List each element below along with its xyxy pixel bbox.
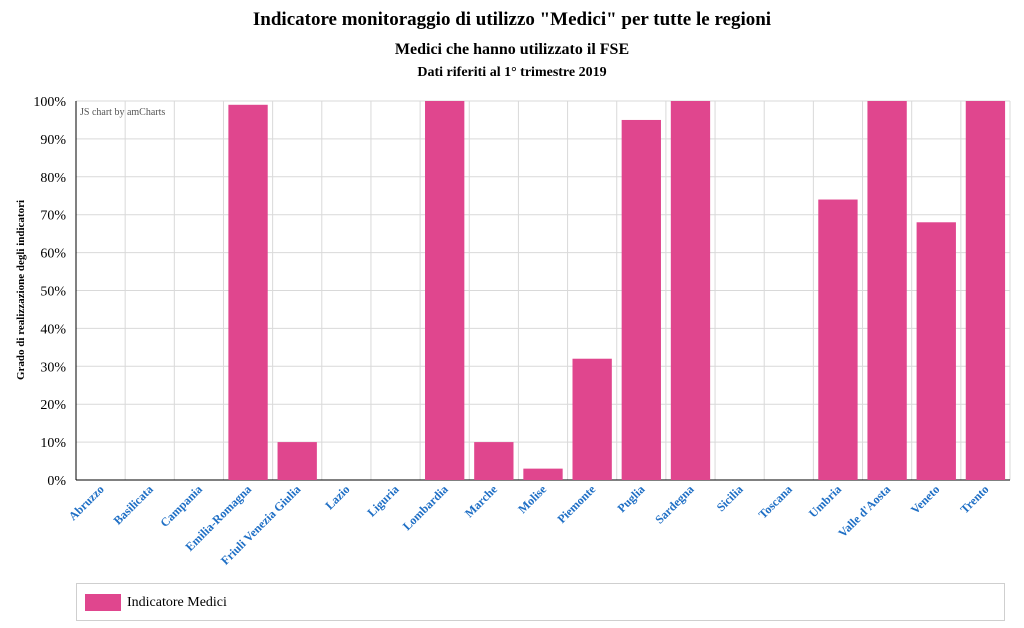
x-tick-label: Piemonte <box>554 482 598 526</box>
y-tick-label: 40% <box>40 322 66 337</box>
legend-swatch[interactable] <box>85 594 121 611</box>
bar-marche[interactable] <box>474 442 514 480</box>
x-tick-label: Marche <box>462 482 500 520</box>
bar-piemonte[interactable] <box>572 358 612 480</box>
x-tick-label: Trento <box>957 482 991 516</box>
legend: Indicatore Medici <box>76 583 1005 621</box>
y-tick-label: 30% <box>40 360 66 375</box>
bar-umbria[interactable] <box>818 199 858 481</box>
y-tick-label: 80% <box>40 171 66 186</box>
y-tick-label: 20% <box>40 398 66 413</box>
x-tick-label: Veneto <box>908 482 943 517</box>
y-tick-label: 50% <box>40 285 66 300</box>
x-tick-label: Sardegna <box>652 482 696 526</box>
x-tick-label: Lombardia <box>400 482 451 533</box>
x-tick-label: Puglia <box>614 482 647 515</box>
y-tick-label: 100% <box>33 95 66 110</box>
y-tick-label: 60% <box>40 247 66 262</box>
chart-title: Indicatore monitoraggio di utilizzo "Med… <box>252 9 772 30</box>
x-tick-label: Abruzzo <box>66 482 107 523</box>
x-tick-label: Campania <box>157 482 205 530</box>
x-tick-label: Molise <box>515 482 549 516</box>
credit-label[interactable]: JS chart by amCharts <box>80 107 165 118</box>
x-tick-label: Valle d'Aosta <box>835 482 893 540</box>
y-tick-label: 70% <box>40 209 66 224</box>
bar-valle-d-aosta[interactable] <box>867 101 907 480</box>
x-tick-label: Lazio <box>322 482 352 512</box>
bar-puglia[interactable] <box>621 119 661 480</box>
x-tick-label: Basilicata <box>111 482 156 527</box>
legend-label[interactable]: Indicatore Medici <box>127 595 227 610</box>
bar-trento[interactable] <box>965 101 1006 480</box>
bar-lombardia[interactable] <box>425 101 465 480</box>
y-axis-title: Grado di realizzazione degli indicatori <box>15 200 27 380</box>
chart-subtitle: Medici che hanno utilizzato il FSE <box>394 41 630 58</box>
y-tick-label: 90% <box>40 133 66 148</box>
y-tick-label: 0% <box>47 474 66 489</box>
chart-period: Dati riferiti al 1° trimestre 2019 <box>417 65 607 80</box>
x-tick-label: Umbria <box>806 482 844 520</box>
x-tick-label: Toscana <box>756 482 795 521</box>
bar-veneto[interactable] <box>916 222 956 480</box>
y-tick-label: 10% <box>40 436 66 451</box>
bar-emilia-romagna[interactable] <box>228 104 268 480</box>
bar-molise[interactable] <box>523 468 563 480</box>
bar-friuli-venezia-giulia[interactable] <box>277 442 317 480</box>
x-tick-label: Liguria <box>364 482 401 519</box>
bar-sardegna[interactable] <box>670 101 711 480</box>
x-tick-label: Sicilia <box>714 482 746 514</box>
